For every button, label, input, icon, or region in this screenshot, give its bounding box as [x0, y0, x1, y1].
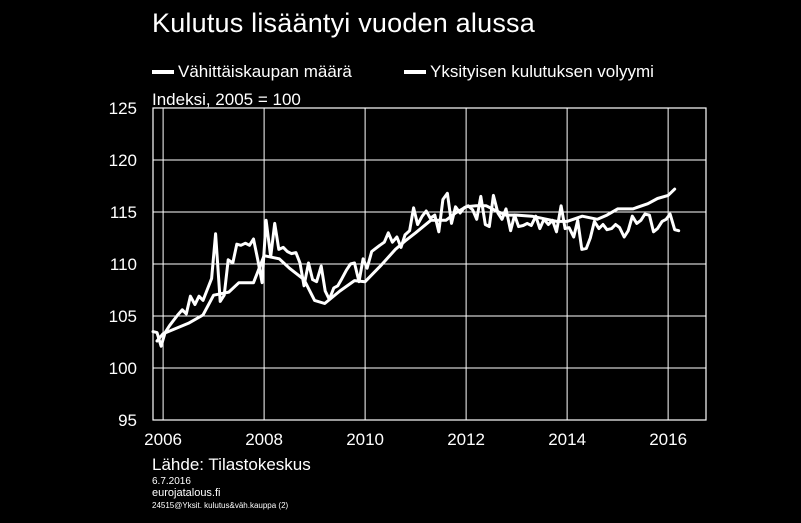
- y-tick-label-95: 95: [118, 411, 137, 430]
- legend-item-vahittaiskauppa: Vähittäiskaupan määrä: [152, 62, 352, 82]
- legend-label-yksityinen-kulutus: Yksityisen kulutuksen volyymi: [430, 62, 654, 81]
- x-tick-label-2014: 2014: [548, 430, 586, 449]
- y-tick-label-105: 105: [109, 307, 137, 326]
- y-tick-label-115: 115: [110, 203, 137, 222]
- legend-swatch-yksityinen-kulutus: [404, 70, 426, 74]
- y-tick-label-110: 110: [110, 255, 137, 274]
- y-tick-label-125: 125: [109, 99, 137, 118]
- source-label: Lähde: Tilastokeskus: [152, 455, 311, 474]
- x-tick-label-2016: 2016: [649, 430, 687, 449]
- legend-label-vahittaiskauppa: Vähittäiskaupan määrä: [178, 62, 352, 81]
- series-line-0: [151, 191, 681, 348]
- x-tick-label-2006: 2006: [144, 430, 182, 449]
- legend-swatch-vahittaiskauppa: [152, 70, 174, 74]
- site-name: eurojatalous.fi: [152, 487, 221, 499]
- legend-item-yksityinen-kulutus: Yksityisen kulutuksen volyymi: [404, 62, 654, 82]
- legend: Vähittäiskaupan määrä Yksityisen kulutuk…: [152, 62, 712, 84]
- x-tick-label-2012: 2012: [447, 430, 485, 449]
- series-line-1: [155, 187, 677, 343]
- publish-date: 6.7.2016: [152, 476, 191, 487]
- y-tick-label-100: 100: [109, 359, 137, 378]
- chart-code: 24515@Yksit. kulutus&väh.kauppa (2): [152, 501, 289, 510]
- x-tick-label-2008: 2008: [245, 430, 283, 449]
- y-axis-unit-label: Indeksi, 2005 = 100: [152, 90, 301, 109]
- x-tick-label-2010: 2010: [346, 430, 384, 449]
- chart-title: Kulutus lisääntyi vuoden alussa: [152, 8, 535, 38]
- y-tick-label-120: 120: [109, 151, 137, 170]
